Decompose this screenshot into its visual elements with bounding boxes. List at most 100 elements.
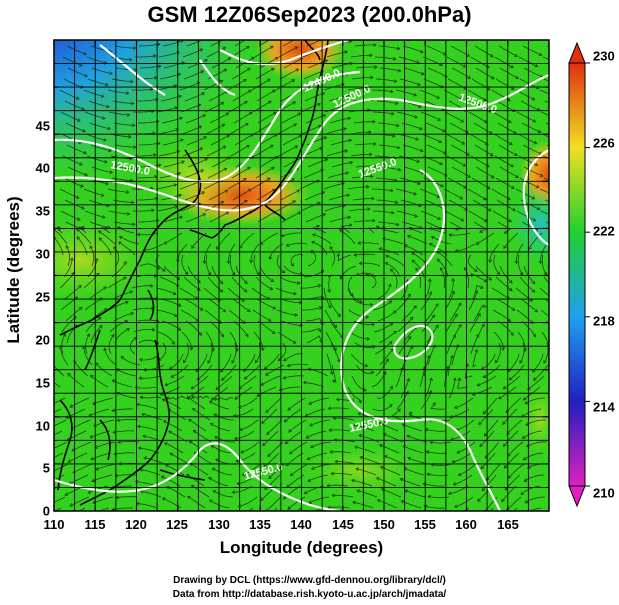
streamline-arrowhead [358,399,362,404]
streamline-arrowhead [560,62,563,65]
streamline-arrowhead [372,218,376,223]
streamline [354,44,377,47]
streamline [454,496,474,508]
streamline [159,276,180,287]
streamline-arrowhead [116,418,120,423]
streamline [181,254,188,275]
streamline [307,452,328,460]
streamline-arrowhead [294,313,299,317]
streamline [138,219,159,223]
streamline [423,78,444,88]
streamline [116,392,138,399]
streamline-arrowhead [204,59,209,63]
streamline [113,430,135,433]
streamline-arrowhead [265,372,269,376]
streamline [112,379,133,388]
streamline-arrowhead [337,313,341,318]
streamline [382,238,404,245]
streamline-arrowhead [255,359,259,364]
streamline [402,45,424,53]
streamline [161,216,183,223]
streamline [544,199,549,203]
streamline-arrowhead [358,434,363,438]
streamline-arrowhead [185,473,190,478]
streamline [454,397,474,409]
streamline [54,430,63,436]
streamline-arrowhead [385,254,389,259]
streamline [208,189,228,201]
streamline-arrowhead [482,304,487,308]
streamline-arrowhead [125,190,130,194]
streamline-arrowhead [285,243,290,247]
streamline-arrowhead [418,104,422,109]
streamline-arrowhead [265,409,269,414]
streamline-arrowhead [487,86,491,91]
streamline [253,122,273,135]
streamline [355,66,378,69]
streamline-arrowhead [98,237,103,242]
streamline-arrowhead [483,279,488,283]
streamline-arrowhead [376,499,381,503]
streamline [163,161,185,168]
streamline [402,326,417,344]
streamline-arrowhead [282,375,287,380]
streamline [451,166,471,178]
streamline [481,353,496,370]
streamline [98,230,116,245]
streamline [234,430,255,440]
streamline [86,155,108,163]
streamline [351,479,373,487]
streamline [208,298,226,313]
streamline-arrowhead [346,94,351,99]
streamline-arrowhead [458,323,462,328]
streamline-arrowhead [413,191,418,196]
streamline-arrowhead [109,170,113,174]
streamline [184,298,204,311]
streamline-arrowhead [439,267,444,271]
streamline [156,309,178,317]
streamline-arrowhead [482,410,487,415]
streamline-arrowhead [198,125,203,129]
streamline-arrowhead [501,498,505,503]
streamline [262,430,279,446]
streamline-arrowhead [177,72,182,77]
streamline [214,397,234,401]
streamline [107,276,127,289]
streamline-arrowhead [50,360,53,363]
streamline [158,51,180,58]
streamline-arrowhead [273,111,277,116]
streamline [496,298,515,311]
streamline-arrowhead [396,46,401,51]
streamline [275,79,295,91]
streamline [543,78,549,82]
streamline [452,452,472,463]
streamline-arrowhead [220,101,225,106]
streamline-arrowhead [539,173,544,177]
streamline-arrowhead [497,395,502,400]
streamline-arrowhead [409,316,414,321]
streamline [157,128,179,135]
streamline [523,166,544,177]
streamline-arrowhead [503,245,507,250]
streamline [276,200,296,212]
streamline [426,451,448,454]
streamline [543,177,549,181]
streamline [404,490,426,498]
streamline-arrowhead [246,308,251,312]
streamline [349,331,370,340]
streamline-arrowhead [109,71,113,75]
streamline-arrowhead [534,162,539,167]
streamline [281,232,302,237]
streamline-arrowhead [80,85,84,89]
streamline-arrowhead [514,152,518,156]
streamline-arrowhead [73,315,77,320]
streamline-arrowhead [296,281,301,285]
streamline [231,67,251,80]
streamline-arrowhead [284,440,289,445]
streamline-arrowhead [322,213,327,217]
streamline [113,122,135,126]
streamline-arrowhead [309,422,313,427]
streamline-arrowhead [407,293,411,297]
x-tick-label: 115 [84,517,106,532]
streamline [238,375,257,389]
